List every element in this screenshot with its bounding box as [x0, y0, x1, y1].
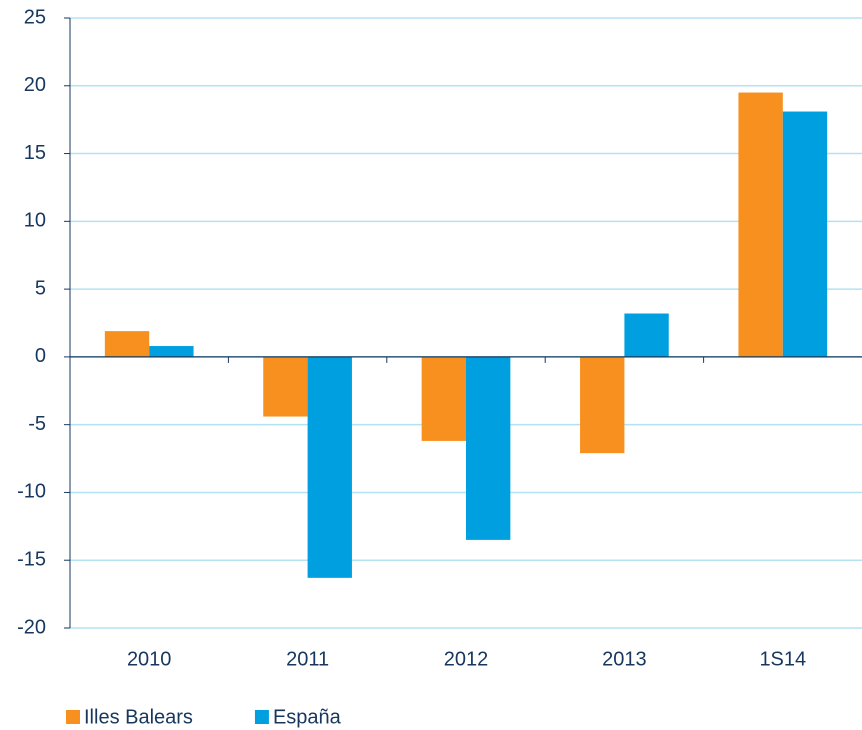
bar — [263, 356, 308, 417]
bar — [149, 346, 194, 357]
y-tick-label: -10 — [17, 481, 46, 503]
x-tick-label: 2011 — [286, 648, 329, 670]
y-tick-label: 5 — [35, 277, 46, 299]
bar — [580, 356, 625, 454]
x-tick-label: 2012 — [444, 648, 489, 670]
bar — [466, 356, 511, 540]
y-tick-label: -20 — [17, 616, 46, 638]
x-tick-label: 2010 — [127, 648, 172, 670]
y-tick-label: 25 — [24, 6, 46, 28]
x-tick-label: 1S14 — [759, 648, 806, 670]
legend-swatch — [66, 710, 80, 724]
y-tick-label: 0 — [35, 345, 46, 367]
bar — [738, 92, 783, 357]
bar — [421, 356, 466, 441]
y-tick-label: 15 — [24, 142, 46, 164]
y-tick-label: -5 — [28, 413, 46, 435]
legend-label: España — [273, 706, 342, 728]
bar — [624, 313, 669, 357]
legend-label: Illes Balears — [84, 706, 193, 728]
x-tick-label: 2013 — [602, 648, 647, 670]
bar — [307, 356, 352, 578]
y-tick-label: -15 — [17, 549, 46, 571]
y-tick-label: 20 — [24, 74, 46, 96]
y-tick-label: 10 — [24, 210, 46, 232]
bar — [782, 111, 828, 357]
legend-swatch — [254, 710, 269, 724]
bar — [104, 331, 150, 357]
